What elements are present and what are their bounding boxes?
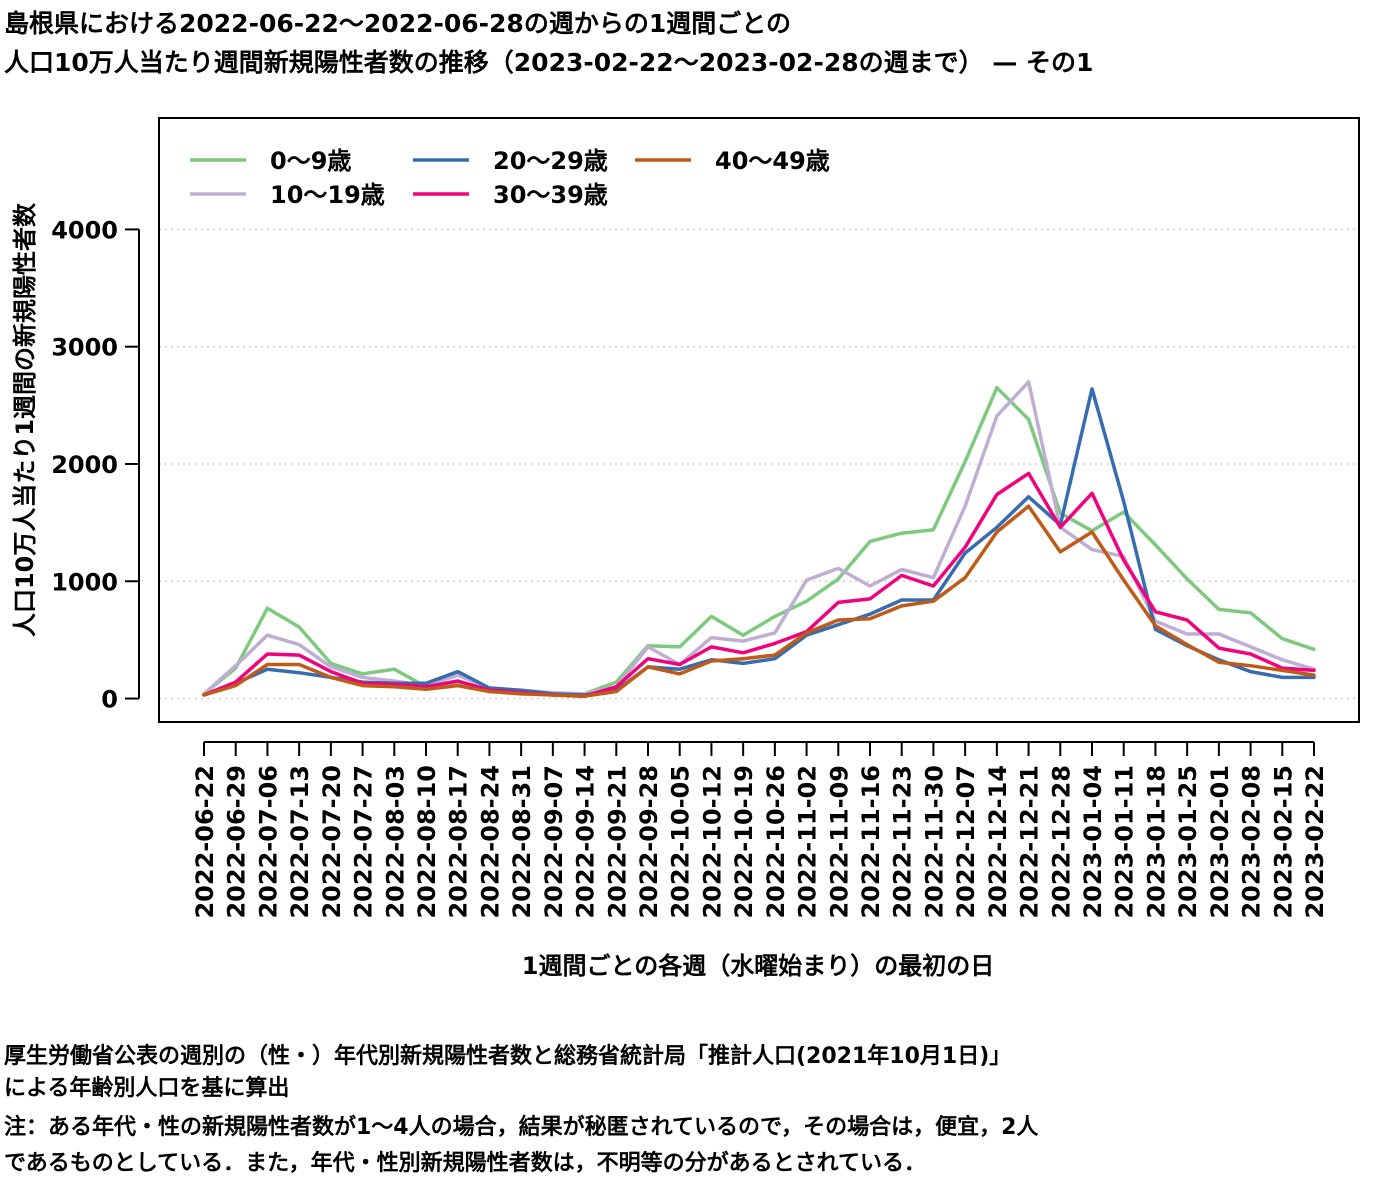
x-tick-label-6: 2022-08-03 [381,765,409,919]
x-tick-label-4: 2022-07-20 [318,765,346,919]
footnote-line-2: による年齢別人口を基に算出 [4,1075,289,1101]
legend-label-2: 20〜29歳 [493,147,608,175]
x-tick-label-16: 2022-10-12 [698,765,726,919]
x-tick-label-24: 2022-12-07 [952,765,980,919]
chart-title-line-2: 人口10万人当たり週間新規陽性者数の推移（2023-02-22〜2023-02-… [4,48,1093,77]
x-tick-label-0: 2022-06-22 [191,765,219,919]
x-tick-label-8: 2022-08-17 [445,765,473,919]
x-tick-label-18: 2022-10-26 [762,765,790,919]
x-tick-label-12: 2022-09-14 [572,765,600,919]
x-axis: 2022-06-22 2022-06-29 2022-07-06 2022-07-13… [191,741,1329,919]
x-tick-label-27: 2022-12-28 [1047,765,1075,919]
y-tick-label-2: 2000 [51,451,118,479]
x-tick-label-32: 2023-02-01 [1206,765,1234,919]
x-tick-label-1: 2022-06-29 [223,765,251,919]
footnote-line-1: 厚生労働省公表の週別の（性・）年代別新規陽性者数と総務省統計局「推計人口(202… [4,1043,1011,1069]
x-tick-label-15: 2022-10-05 [667,765,695,919]
x-tick-label-25: 2022-12-14 [984,765,1012,919]
x-tick-label-34: 2023-02-15 [1269,765,1297,919]
plot-frame [158,117,1360,723]
legend: 0〜9歳 10〜19歳 20〜29歳 30〜39歳 40〜49歳 [190,147,830,209]
y-tick-label-0: 0 [101,686,118,714]
x-tick-label-28: 2023-01-04 [1079,765,1107,919]
x-tick-label-30: 2023-01-18 [1142,765,1170,919]
footnote-line-3: 注：ある年代・性の新規陽性者数が1〜4人の場合，結果が秘匿されているので，その場… [4,1114,1038,1140]
x-tick-label-29: 2023-01-11 [1111,765,1139,919]
y-axis-title: 人口10万人当たり1週間の新規陽性者数 [11,202,39,637]
x-tick-label-22: 2022-11-23 [889,765,917,919]
legend-label-1: 10〜19歳 [270,181,385,209]
x-tick-label-14: 2022-09-28 [635,765,663,919]
x-tick-label-11: 2022-09-07 [540,765,568,919]
footnote-line-4: であるものとしている．また，年代・性別新規陽性者数は，不明等の分があるとされてい… [4,1150,926,1176]
series-lines [202,380,1316,698]
y-tick-label-3: 3000 [51,334,118,362]
x-tick-label-35: 2023-02-22 [1301,765,1329,919]
legend-label-4: 40〜49歳 [715,147,830,175]
series-line-4 [202,504,1316,698]
chart-title-line-1: 島根県における2022-06-22〜2022-06-28の週からの1週間ごとの [4,9,791,38]
legend-label-0: 0〜9歳 [270,147,351,175]
x-tick-label-2: 2022-07-06 [254,765,282,919]
x-tick-label-23: 2022-11-30 [920,765,948,919]
x-tick-label-20: 2022-11-09 [825,765,853,919]
x-tick-label-17: 2022-10-19 [730,765,758,919]
x-tick-label-10: 2022-08-31 [508,765,536,919]
x-tick-label-19: 2022-11-02 [794,765,822,919]
x-tick-label-13: 2022-09-21 [603,765,631,919]
x-tick-label-7: 2022-08-10 [413,765,441,919]
y-tick-label-1: 1000 [51,568,118,596]
x-tick-label-21: 2022-11-16 [857,765,885,919]
x-tick-label-26: 2022-12-21 [1016,765,1044,919]
x-tick-label-33: 2023-02-08 [1238,765,1266,919]
x-tick-label-9: 2022-08-24 [476,765,504,919]
y-axis: 0 1000 2000 3000 4000 [51,216,140,714]
x-tick-label-5: 2022-07-27 [350,765,378,919]
legend-label-3: 30〜39歳 [493,181,608,209]
series-line-3 [202,471,1316,698]
x-tick-label-3: 2022-07-13 [286,765,314,919]
y-tick-label-4: 4000 [51,216,118,244]
x-tick-label-31: 2023-01-25 [1174,765,1202,919]
grid [159,228,1359,700]
x-axis-title: 1週間ごとの各週（水曜始まり）の最初の日 [522,952,994,980]
